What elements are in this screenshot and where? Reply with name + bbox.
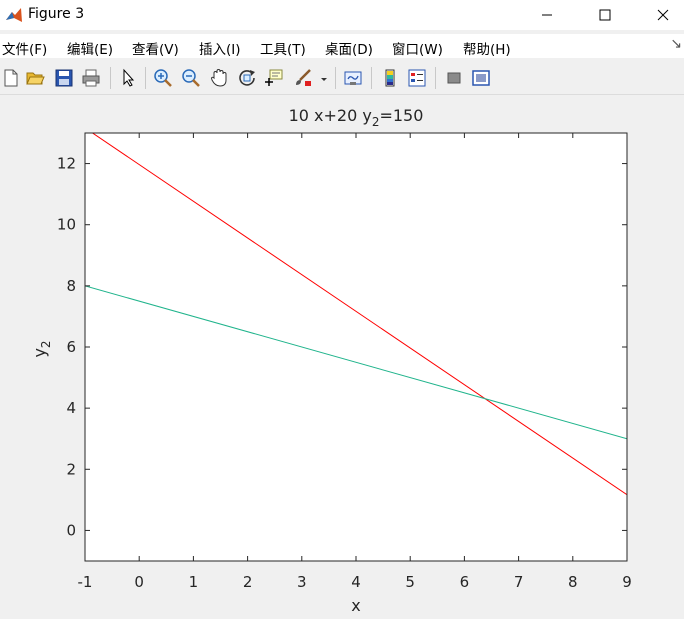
toolbar-separator xyxy=(435,67,436,89)
menu-edit[interactable]: 编辑(E) xyxy=(67,42,114,58)
series-line-2 xyxy=(85,285,627,440)
legend-icon[interactable] xyxy=(407,68,427,88)
maximize-button[interactable] xyxy=(582,0,628,30)
data-cursor-icon[interactable] xyxy=(264,68,284,88)
x-tick-label: 1 xyxy=(189,573,199,591)
x-tick-label: 0 xyxy=(134,573,144,591)
chart-title-main: 10 x+20 y xyxy=(289,106,372,125)
menu-window[interactable]: 窗口(W) xyxy=(392,42,443,58)
x-tick-label: 9 xyxy=(622,573,632,591)
figure-toolbar xyxy=(0,62,684,95)
y-tick-label: 8 xyxy=(66,277,76,295)
print-icon[interactable] xyxy=(81,68,101,88)
dock-arrow-icon[interactable]: ↘ xyxy=(670,36,682,52)
toolbar-separator xyxy=(335,67,336,89)
matlab-icon xyxy=(5,6,23,24)
maximize-icon xyxy=(599,9,611,21)
hide-plot-tools-icon[interactable] xyxy=(444,68,464,88)
y-axis-label: y2 xyxy=(30,340,53,357)
brush-icon[interactable] xyxy=(293,68,313,88)
menu-tools[interactable]: 工具(T) xyxy=(260,42,306,58)
colorbar-icon[interactable] xyxy=(380,68,400,88)
minimize-button[interactable] xyxy=(524,0,570,30)
edit-plot-arrow-icon[interactable] xyxy=(119,68,139,88)
y-tick-label: 12 xyxy=(57,155,76,173)
y-axis-label-subscript: 2 xyxy=(39,340,53,348)
menu-help[interactable]: 帮助(H) xyxy=(463,42,511,58)
x-axis-ticks: -1 0 1 2 3 4 5 6 7 8 9 xyxy=(78,133,632,591)
y-tick-label: 0 xyxy=(66,521,76,539)
y-tick-label: 10 xyxy=(57,216,76,234)
close-icon xyxy=(657,9,669,21)
toolbar-separator xyxy=(371,67,372,89)
close-button[interactable] xyxy=(640,0,684,30)
x-tick-label: 5 xyxy=(405,573,415,591)
x-tick-label: 3 xyxy=(297,573,307,591)
toolbar-separator xyxy=(145,67,146,89)
chart-title-tail: =150 xyxy=(379,106,423,125)
open-file-icon[interactable] xyxy=(25,68,45,88)
chevron-down-icon[interactable] xyxy=(318,68,330,88)
chart-title: 10 x+20 y2=150 xyxy=(289,106,424,129)
show-plot-tools-icon[interactable] xyxy=(471,68,491,88)
rotate-3d-icon[interactable] xyxy=(237,68,257,88)
y-tick-label: 4 xyxy=(66,399,76,417)
x-tick-label: 4 xyxy=(351,573,361,591)
y-axis-ticks: 0 2 4 6 8 10 12 xyxy=(57,155,627,539)
new-figure-icon[interactable] xyxy=(1,68,21,88)
window-titlebar: Figure 3 xyxy=(0,0,684,30)
x-tick-label: 7 xyxy=(514,573,524,591)
zoom-out-icon[interactable] xyxy=(181,68,201,88)
x-tick-label: 6 xyxy=(460,573,470,591)
menu-file[interactable]: 文件(F) xyxy=(2,42,48,58)
menu-view[interactable]: 查看(V) xyxy=(132,42,179,58)
zoom-in-icon[interactable] xyxy=(153,68,173,88)
pan-hand-icon[interactable] xyxy=(209,68,229,88)
x-tick-label: -1 xyxy=(78,573,93,591)
toolbar-separator xyxy=(110,67,111,89)
series-line-1 xyxy=(91,133,627,496)
menu-desktop[interactable]: 桌面(D) xyxy=(325,42,373,58)
link-plot-icon[interactable] xyxy=(343,68,363,88)
y-axis-label-main: y xyxy=(30,348,49,357)
x-axis-label: x xyxy=(351,596,360,615)
figure-canvas[interactable]: -1 0 1 2 3 4 5 6 7 8 9 0 2 4 6 8 10 12 10 x+20 y2=150 x … xyxy=(0,95,684,615)
window-title: Figure 3 xyxy=(28,6,85,22)
axes-background xyxy=(85,133,627,561)
y-tick-label: 2 xyxy=(66,460,76,478)
chart-title-subscript: 2 xyxy=(372,115,380,129)
x-tick-label: 8 xyxy=(568,573,578,591)
plot-lines xyxy=(85,133,627,496)
y-tick-label: 6 xyxy=(66,338,76,356)
minimize-icon xyxy=(542,14,552,16)
menu-insert[interactable]: 插入(I) xyxy=(199,42,241,58)
menu-bar: 文件(F) 编辑(E) 查看(V) 插入(I) 工具(T) 桌面(D) 窗口(W… xyxy=(0,34,684,58)
x-tick-label: 2 xyxy=(243,573,253,591)
save-icon[interactable] xyxy=(54,68,74,88)
